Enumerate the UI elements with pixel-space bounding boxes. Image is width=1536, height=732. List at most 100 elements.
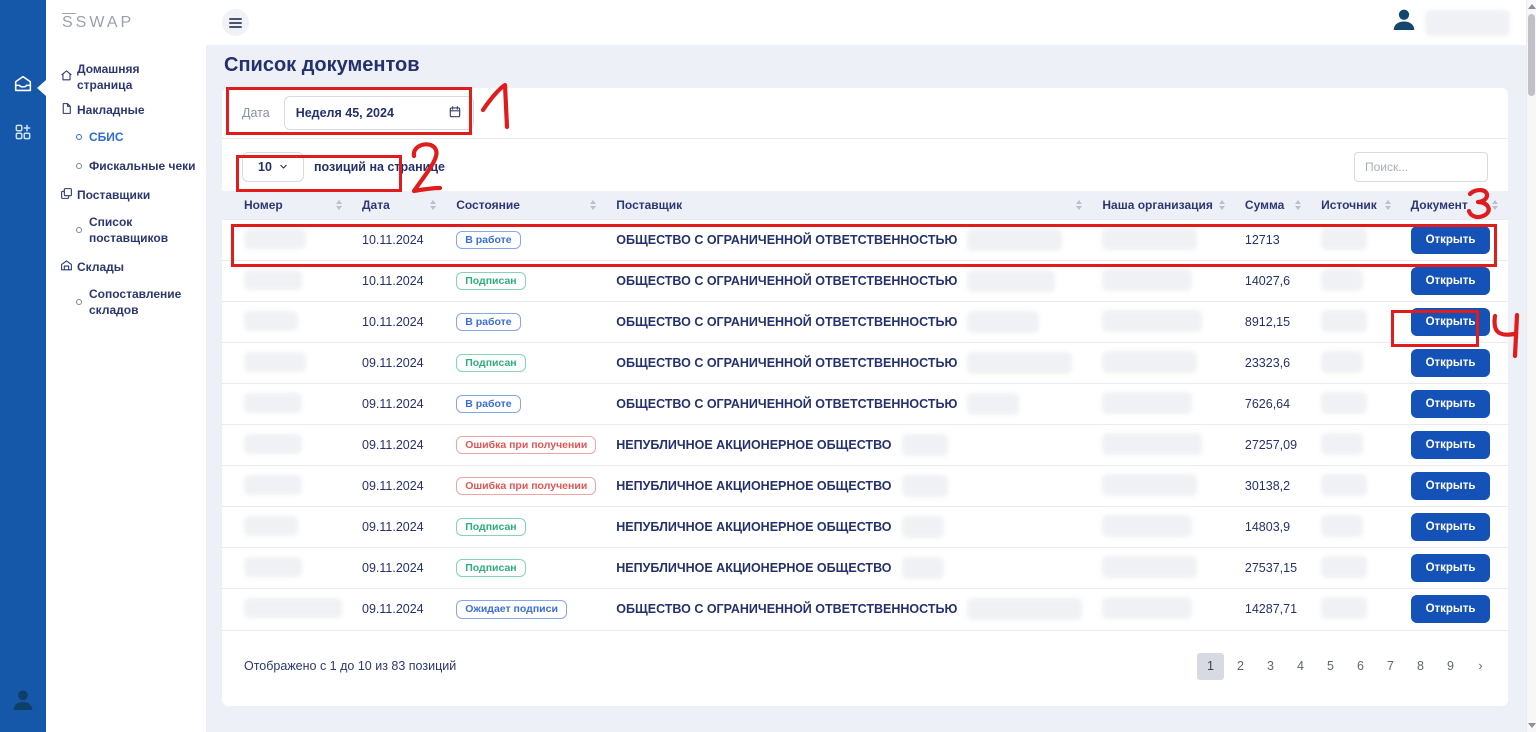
document-sum: 7626,64 xyxy=(1234,383,1312,425)
week-picker-input[interactable]: Неделя 45, 2024 xyxy=(283,96,474,130)
sidebar-item-suppliers[interactable]: Поставщики xyxy=(60,187,196,205)
open-document-button[interactable]: Открыть xyxy=(1410,554,1491,582)
open-document-button[interactable]: Открыть xyxy=(1410,349,1491,377)
th-sum[interactable]: Сумма xyxy=(1234,191,1312,220)
source-redacted xyxy=(1321,432,1364,455)
page-button-2[interactable]: 2 xyxy=(1227,653,1254,680)
sidebar-item-sbis[interactable]: СБИС xyxy=(76,129,196,145)
number-redacted xyxy=(244,392,302,413)
supplier-name: ОБЩЕСТВО С ОГРАНИЧЕННОЙ ОТВЕТСТВЕННОСТЬЮ xyxy=(616,233,958,247)
page-button-3[interactable]: 3 xyxy=(1257,653,1284,680)
th-document[interactable]: Документ xyxy=(1400,191,1508,220)
page-size-label: позиций на странице xyxy=(314,160,445,174)
table-row: 09.11.2024 Подписан НЕПУБЛИЧНОЕ АКЦИОНЕР… xyxy=(222,547,1508,589)
supplier-redacted xyxy=(967,229,1063,251)
page-button-4[interactable]: 4 xyxy=(1287,653,1314,680)
card-divider xyxy=(222,138,1508,139)
document-date: 09.11.2024 xyxy=(352,547,447,589)
sidebar-item-invoices[interactable]: Накладные xyxy=(60,102,196,120)
th-number[interactable]: Номер xyxy=(222,191,352,220)
supplier-name: НЕПУБЛИЧНОЕ АКЦИОНЕРНОЕ ОБЩЕСТВО xyxy=(616,561,892,575)
rail-inbox-button[interactable] xyxy=(7,68,39,100)
sort-icon[interactable] xyxy=(1218,200,1225,210)
page-size-select[interactable]: 10 xyxy=(242,152,304,182)
document-date: 10.11.2024 xyxy=(352,219,447,261)
hamburger-icon xyxy=(229,17,242,20)
home-icon xyxy=(60,69,73,87)
document-sum: 14027,6 xyxy=(1234,260,1312,302)
document-date: 10.11.2024 xyxy=(352,260,447,302)
sidebar-item-warehouses[interactable]: Склады xyxy=(60,259,196,277)
table-row: 09.11.2024 В работе ОБЩЕСТВО С ОГРАНИЧЕН… xyxy=(222,383,1508,425)
page-button-7[interactable]: 7 xyxy=(1377,653,1404,680)
vertical-scrollbar[interactable] xyxy=(1526,0,1536,732)
source-redacted xyxy=(1321,227,1368,250)
search-input[interactable] xyxy=(1354,152,1488,182)
user-menu[interactable] xyxy=(1389,5,1510,40)
document-date: 09.11.2024 xyxy=(352,424,447,466)
menu-toggle-button[interactable] xyxy=(222,9,249,36)
next-page-button[interactable]: › xyxy=(1467,653,1494,680)
supplier-name: ОБЩЕСТВО С ОГРАНИЧЕННОЙ ОТВЕТСТВЕННОСТЬЮ xyxy=(616,274,958,288)
th-status[interactable]: Состояние xyxy=(446,191,607,220)
page-button-5[interactable]: 5 xyxy=(1317,653,1344,680)
icon-rail xyxy=(0,0,46,732)
page-button-6[interactable]: 6 xyxy=(1347,653,1374,680)
sidebar-item-fiscal-receipts[interactable]: Фискальные чеки xyxy=(76,158,196,174)
main-area: Список документов Дата Неделя 45, 2024 1… xyxy=(206,0,1526,732)
pagination: 1 2 3 4 5 6 7 8 9 › xyxy=(1197,652,1494,680)
sort-icon[interactable] xyxy=(1295,200,1302,210)
rail-user-icon[interactable] xyxy=(8,685,38,720)
sidebar-item-warehouse-mapping[interactable]: Сопоставление складов xyxy=(76,286,196,318)
sort-icon[interactable] xyxy=(430,200,437,210)
sort-icon[interactable] xyxy=(1384,200,1391,210)
page-button-8[interactable]: 8 xyxy=(1407,653,1434,680)
status-badge: В работе xyxy=(456,394,521,414)
th-source[interactable]: Источник xyxy=(1311,191,1401,220)
scroll-down-arrow-icon[interactable] xyxy=(1527,723,1536,728)
scroll-up-arrow-icon[interactable] xyxy=(1527,4,1536,9)
rail-apps-button[interactable] xyxy=(7,116,39,148)
page-button-9[interactable]: 9 xyxy=(1437,653,1464,680)
open-document-button[interactable]: Открыть xyxy=(1410,431,1491,459)
open-document-button[interactable]: Открыть xyxy=(1410,595,1491,624)
source-redacted xyxy=(1321,350,1364,373)
table-row: 10.11.2024 Подписан ОБЩЕСТВО С ОГРАНИЧЕН… xyxy=(222,260,1508,302)
calendar-icon xyxy=(448,105,462,122)
open-document-button[interactable]: Открыть xyxy=(1410,390,1491,418)
status-badge: Ошибка при получении xyxy=(456,476,597,496)
supplier-redacted xyxy=(901,557,944,579)
scrollbar-thumb[interactable] xyxy=(1528,14,1535,96)
page-size-value: 10 xyxy=(258,160,272,174)
th-organization[interactable]: Наша организация xyxy=(1092,191,1235,220)
th-date[interactable]: Дата xyxy=(352,191,447,220)
sidebar-item-home[interactable]: Домашняя страница xyxy=(60,62,196,93)
number-redacted xyxy=(244,556,302,577)
sort-icon[interactable] xyxy=(1076,200,1083,210)
document-sum: 8912,15 xyxy=(1234,301,1312,343)
open-document-button[interactable]: Открыть xyxy=(1410,226,1491,254)
open-document-button[interactable]: Открыть xyxy=(1410,267,1491,295)
th-supplier[interactable]: Поставщик xyxy=(606,191,1093,220)
status-badge: В работе xyxy=(456,312,521,332)
sort-icon[interactable] xyxy=(336,200,342,210)
page-title: Список документов xyxy=(224,54,420,76)
grid-plus-icon xyxy=(13,122,33,142)
app-logo[interactable]: SSWAP xyxy=(62,14,135,31)
active-rail-notch xyxy=(37,80,46,96)
week-picker-value: Неделя 45, 2024 xyxy=(295,106,394,120)
table-body: 10.11.2024 В работе ОБЩЕСТВО С ОГРАНИЧЕН… xyxy=(222,219,1508,630)
document-icon xyxy=(60,102,73,120)
open-document-button[interactable]: Открыть xyxy=(1410,308,1491,336)
bullet-icon xyxy=(76,226,82,233)
number-redacted xyxy=(244,515,298,536)
sort-icon[interactable] xyxy=(1492,200,1498,210)
document-date: 09.11.2024 xyxy=(352,465,447,507)
sidebar-item-supplier-list[interactable]: Список поставщиков xyxy=(76,214,196,246)
supplier-name: ОБЩЕСТВО С ОГРАНИЧЕННОЙ ОТВЕТСТВЕННОСТЬЮ xyxy=(616,602,958,617)
page-button-1[interactable]: 1 xyxy=(1197,652,1224,680)
sort-icon[interactable] xyxy=(590,200,597,210)
open-document-button[interactable]: Открыть xyxy=(1410,513,1491,541)
open-document-button[interactable]: Открыть xyxy=(1410,472,1491,500)
